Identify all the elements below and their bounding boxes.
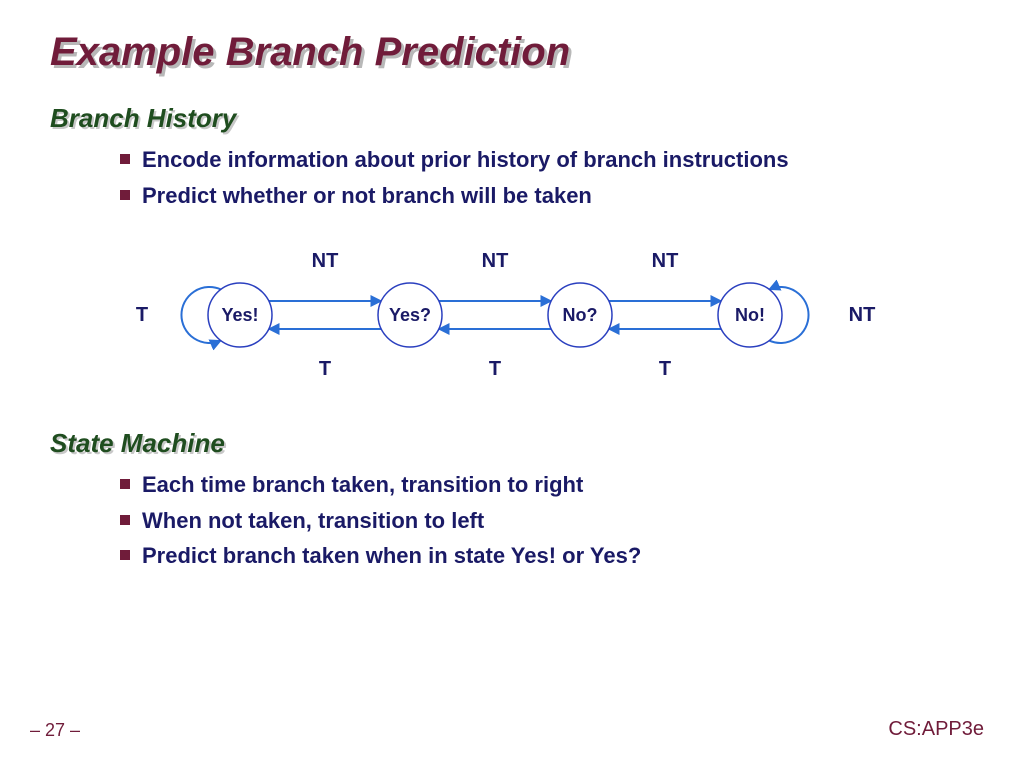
svg-text:No!: No! <box>735 305 765 325</box>
state-machine-svg: NT NT NT T T T T NT Yes! Yes? No? No! <box>50 235 930 395</box>
list-item: Predict whether or not branch will be ta… <box>120 178 974 214</box>
svg-text:NT: NT <box>849 304 876 326</box>
svg-text:NT: NT <box>652 250 679 272</box>
state-machine-diagram: NT NT NT T T T T NT Yes! Yes? No? No! <box>50 235 974 400</box>
footer-page-number: – 27 – <box>30 720 80 741</box>
page-title: Example Branch Prediction Example Branch… <box>50 30 974 75</box>
list-item: Each time branch taken, transition to ri… <box>120 467 974 503</box>
svg-text:Yes?: Yes? <box>389 305 431 325</box>
svg-text:NT: NT <box>482 250 509 272</box>
list-item: When not taken, transition to left <box>120 503 974 539</box>
list-item: Encode information about prior history o… <box>120 142 974 178</box>
svg-text:No?: No? <box>563 305 598 325</box>
bullet-list: Each time branch taken, transition to ri… <box>50 467 974 574</box>
svg-text:T: T <box>659 358 671 380</box>
svg-text:NT: NT <box>312 250 339 272</box>
section-branch-history: Branch History Branch History Encode inf… <box>50 103 974 213</box>
svg-text:T: T <box>489 358 501 380</box>
section-heading: Branch History Branch History <box>50 103 974 134</box>
svg-text:T: T <box>319 358 331 380</box>
svg-text:T: T <box>136 304 148 326</box>
svg-text:Yes!: Yes! <box>221 305 258 325</box>
bullet-list: Encode information about prior history o… <box>50 142 974 213</box>
section-state-machine: State Machine State Machine Each time br… <box>50 428 974 574</box>
section-heading: State Machine State Machine <box>50 428 974 459</box>
footer-book-ref: CS:APP3e <box>888 718 984 741</box>
list-item: Predict branch taken when in state Yes! … <box>120 538 974 574</box>
title-text: Example Branch Prediction <box>50 30 570 74</box>
